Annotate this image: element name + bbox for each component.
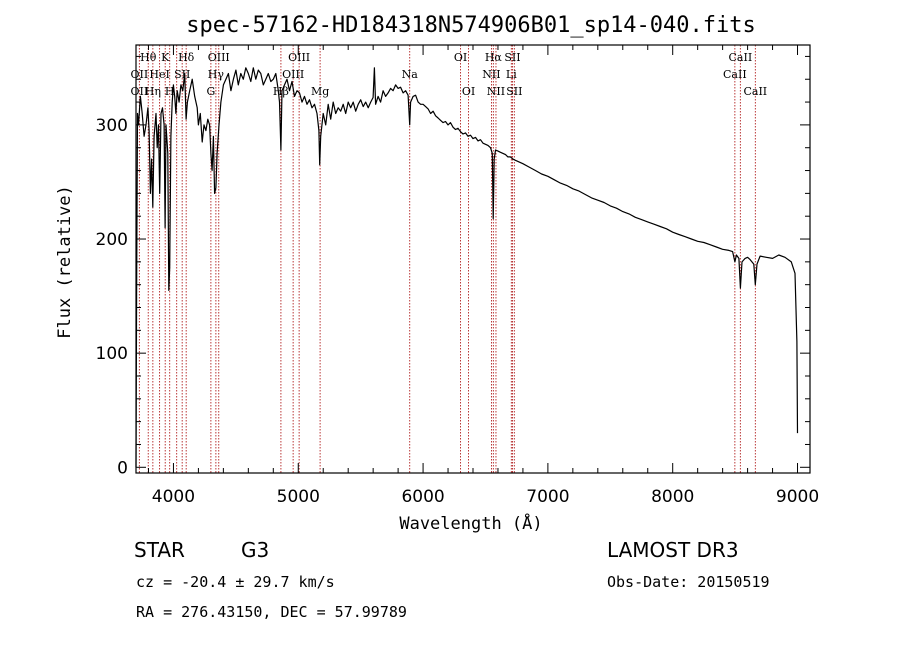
y-tick-label: 0 [117,458,128,478]
redshift-text: cz = -20.4 ± 29.7 km/s [136,573,335,591]
line-label: HeI [149,68,169,81]
line-label: Hβ [273,85,289,98]
x-axis-label: Wavelength (Å) [399,512,542,534]
line-label: Hθ [140,51,157,64]
coords-text: RA = 276.43150, DEC = 57.99789 [136,603,407,621]
line-label: OIII [208,51,230,64]
axis-ticks: 4000 5000 6000 7000 8000 9000 0 100 200 300 [96,45,819,507]
object-subclass: G3 [241,538,270,562]
line-label: OI [454,51,467,64]
x-tick-label: 7000 [526,487,569,507]
line-label: Hδ [178,51,195,64]
line-label: CaII [743,85,767,98]
line-label: SII [504,51,520,64]
line-label: OIII [282,68,304,81]
y-tick-label: 100 [96,344,128,364]
line-label: OII [131,85,149,98]
line-label: SII [506,85,522,98]
line-label: NII [482,68,500,81]
line-marker-group [138,45,756,473]
line-label: NII [487,85,505,98]
survey-name: LAMOST DR3 [607,538,739,562]
line-label: SII [174,68,190,81]
plot-frame [135,44,811,474]
x-tick-label: 4000 [152,487,195,507]
spectrum-line [135,67,799,468]
x-tick-label: 6000 [401,487,444,507]
obs-date-text: Obs-Date: 20150519 [607,573,770,591]
line-label: Li [506,68,517,81]
y-tick-label: 200 [96,230,128,250]
x-tick-label: 5000 [277,487,320,507]
line-label: Hα [485,51,503,64]
line-label: OIII [288,51,310,64]
line-label: CaII [723,68,747,81]
line-label: Na [402,68,419,81]
line-label: G [206,85,215,98]
line-label: K [161,51,170,64]
y-axis-label: Flux (relative) [55,185,75,339]
line-label: Hγ [208,68,225,81]
x-tick-label: 8000 [651,487,694,507]
line-label: CaII [729,51,753,64]
line-label: Mg [311,85,329,98]
chart-title: spec-57162-HD184318N574906B01_sp14-040.f… [186,13,756,38]
line-label: OII [131,68,149,81]
line-label: H [165,85,175,98]
y-tick-label: 300 [96,116,128,136]
line-label: OI [462,85,475,98]
line-label: Hη [145,85,161,98]
x-tick-label: 9000 [776,487,819,507]
object-class: STAR [134,538,185,562]
